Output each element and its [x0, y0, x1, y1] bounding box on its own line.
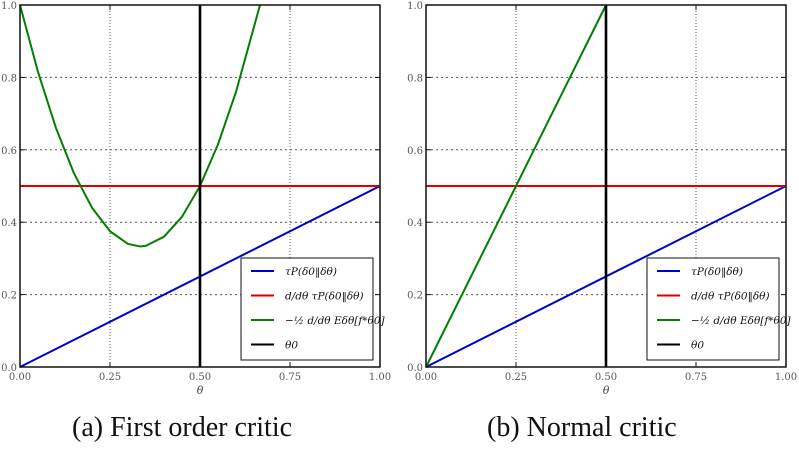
legend: τP(δ0‖δθ) d/dθ τP(δ0‖δθ) −½ d/dθ Eδθ[f*θ0]… — [646, 257, 791, 361]
y-tick-label: 1.0 — [407, 1, 423, 12]
legend-label: d/dθ τP(δ0‖δθ) — [691, 291, 770, 304]
x-tick-label: 0.00 — [9, 372, 31, 383]
y-tick-label: 0.2 — [407, 291, 423, 302]
y-tick-label: 1.0 — [1, 1, 17, 12]
y-tick-label: 0.6 — [407, 146, 423, 157]
x-tick-label: 0.75 — [685, 372, 707, 383]
legend-label: −½ d/dθ Eδθ[f*θ0] — [285, 315, 385, 327]
legend-label: θ0 — [285, 340, 298, 352]
x-tick-label: 1.00 — [369, 372, 391, 383]
x-tick-label: 0.00 — [415, 372, 437, 383]
x-tick-label: 0.25 — [505, 372, 527, 383]
caption-a: (a) First order critic — [72, 412, 293, 443]
legend: τP(δ0‖δθ) d/dθ τP(δ0‖δθ) −½ d/dθ Eδθ[f*θ0]… — [240, 257, 385, 361]
legend-label: θ0 — [691, 340, 704, 352]
plot-panel-a: 0.00 0.25 0.50 0.75 1.00 0.0 0.2 0.4 0.6 0.8 1.0 θ τ… — [1, 1, 391, 397]
y-tick-label: 0.8 — [1, 73, 17, 84]
x-axis-label: θ — [197, 384, 204, 397]
y-tick-label: 0.2 — [1, 291, 17, 302]
x-tick-label: 1.00 — [775, 372, 797, 383]
y-tick-label: 0.8 — [407, 73, 423, 84]
y-tick-label: 0.4 — [407, 218, 423, 229]
series-line-2 — [19, 4, 261, 248]
legend-label: −½ d/dθ Eδθ[f*θ0] — [691, 315, 791, 327]
legend-label: d/dθ τP(δ0‖δθ) — [285, 291, 364, 304]
x-axis-label: θ — [603, 384, 610, 397]
series-line-2 — [425, 4, 607, 368]
y-tick-label: 0.0 — [1, 363, 17, 374]
x-tick-label: 0.50 — [189, 372, 211, 383]
caption-b: (b) Normal critic — [487, 412, 677, 443]
y-tick-label: 0.0 — [407, 363, 423, 374]
y-tick-label: 0.6 — [1, 146, 17, 157]
x-tick-label: 0.25 — [99, 372, 121, 383]
legend-label: τP(δ0‖δθ) — [285, 266, 337, 279]
plot-panel-b: 0.00 0.25 0.50 0.75 1.00 0.0 0.2 0.4 0.6 0.8 1.0 θ τ… — [407, 1, 797, 397]
x-tick-label: 0.50 — [595, 372, 617, 383]
y-tick-label: 0.4 — [1, 218, 17, 229]
x-tick-label: 0.75 — [279, 372, 301, 383]
legend-label: τP(δ0‖δθ) — [691, 266, 743, 279]
